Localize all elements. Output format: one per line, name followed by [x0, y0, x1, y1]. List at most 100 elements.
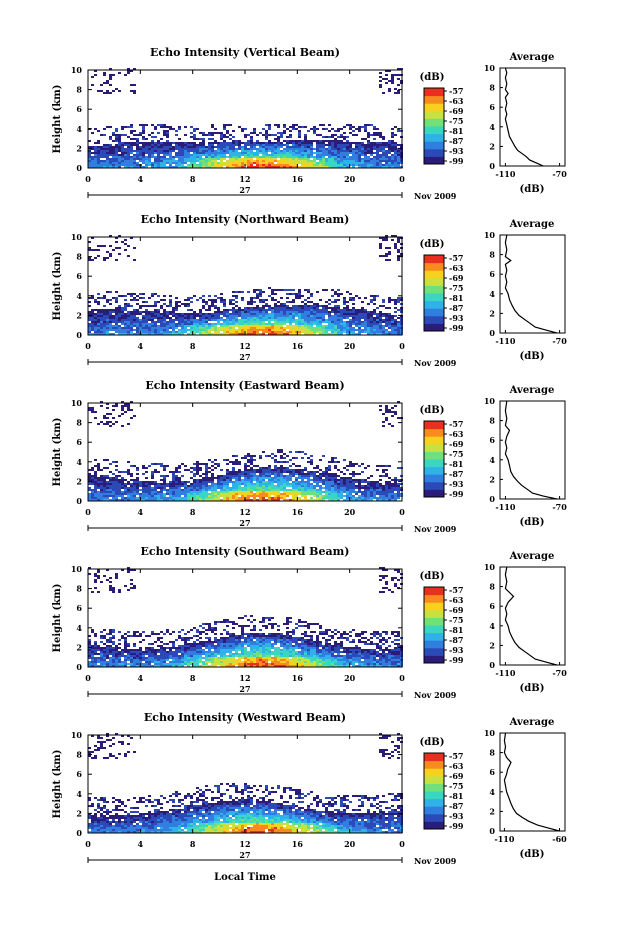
heatmap-cell [340, 471, 343, 473]
heatmap-cell [88, 166, 91, 168]
heatmap-cell [211, 323, 214, 325]
heatmap-cell [253, 469, 256, 471]
heatmap-cell [181, 475, 184, 477]
heatmap-cell [118, 415, 121, 417]
heatmap-cell [109, 68, 112, 70]
heatmap-cell [193, 130, 196, 132]
heatmap-cell [157, 166, 160, 168]
heatmap-cell [259, 311, 262, 313]
heatmap-cell [94, 162, 97, 164]
heatmap-cell [169, 481, 172, 483]
heatmap-cell [277, 479, 280, 481]
x-tick-label: 8 [190, 341, 196, 351]
heatmap-cell [205, 499, 208, 501]
heatmap-cell [232, 295, 235, 297]
heatmap-cell [223, 325, 226, 327]
heatmap-cell [289, 317, 292, 319]
heatmap-cell [352, 309, 355, 311]
heatmap-cell [202, 154, 205, 156]
heatmap-cell [169, 323, 172, 325]
heatmap-cell [382, 495, 385, 497]
heatmap-cell [292, 164, 295, 166]
heatmap-cell [160, 138, 163, 140]
heatmap-cell [277, 150, 280, 152]
heatmap-cell [244, 323, 247, 325]
heatmap-cell [331, 295, 334, 297]
heatmap-cell [205, 485, 208, 487]
heatmap-cell [391, 331, 394, 333]
heatmap-cell [310, 487, 313, 489]
heatmap-cell [193, 483, 196, 485]
heatmap-cell [271, 289, 274, 291]
heatmap-cell [343, 315, 346, 317]
heatmap-cell [118, 495, 121, 497]
heatmap-cell [247, 479, 250, 481]
heatmap-cell [364, 148, 367, 150]
heatmap-cell [391, 164, 394, 166]
heatmap-cell [247, 150, 250, 152]
heatmap-cell [343, 148, 346, 150]
heatmap-cell [316, 148, 319, 150]
heatmap-cell [214, 485, 217, 487]
heatmap-cell [367, 311, 370, 313]
heatmap-cell [241, 495, 244, 497]
heatmap-cell [370, 134, 373, 136]
heatmap-cell [220, 495, 223, 497]
heatmap-cell [166, 497, 169, 499]
heatmap-cell [175, 307, 178, 309]
heatmap-cell [271, 299, 274, 301]
heatmap-cell [205, 493, 208, 495]
heatmap-cell [364, 467, 367, 469]
heatmap-cell [385, 247, 388, 249]
heatmap-cell [163, 323, 166, 325]
heatmap-cell [217, 487, 220, 489]
heatmap-cell [250, 489, 253, 491]
heatmap-cell [352, 497, 355, 499]
heatmap-cell [118, 319, 121, 321]
heatmap-cell [118, 487, 121, 489]
heatmap-cell [241, 489, 244, 491]
heatmap-cell [268, 321, 271, 323]
heatmap-cell [235, 459, 238, 461]
heatmap-cell [94, 479, 97, 481]
heatmap-cell [103, 154, 106, 156]
heatmap-cell [94, 301, 97, 303]
heatmap-cell [130, 70, 133, 72]
heatmap-cell [277, 329, 280, 331]
heatmap-cell [205, 483, 208, 485]
heatmap-cell [373, 164, 376, 166]
heatmap-cell [127, 136, 130, 138]
heatmap-cell [136, 164, 139, 166]
heatmap-cell [388, 333, 391, 335]
heatmap-cell [181, 333, 184, 335]
heatmap-cell [100, 150, 103, 152]
heatmap-cell [199, 313, 202, 315]
heatmap-cell [322, 164, 325, 166]
colorbar-tick-label: -93 [449, 146, 464, 156]
avg-title: Average [509, 219, 555, 230]
heatmap-cell [124, 479, 127, 481]
heatmap-cell [364, 166, 367, 168]
heatmap-cell [232, 315, 235, 317]
heatmap-cell [304, 491, 307, 493]
heatmap-cell [334, 293, 337, 295]
heatmap-cell [376, 146, 379, 148]
heatmap-cell [388, 140, 391, 142]
heatmap-cell [256, 144, 259, 146]
heatmap-cell [127, 489, 130, 491]
heatmap-cell [223, 483, 226, 485]
heatmap-cell [295, 491, 298, 493]
heatmap-cell [379, 144, 382, 146]
heatmap-cell [121, 162, 124, 164]
heatmap-cell [283, 333, 286, 335]
heatmap-cell [331, 319, 334, 321]
heatmap-cell [190, 319, 193, 321]
heatmap-cell [310, 313, 313, 315]
heatmap-cell [97, 158, 100, 160]
heatmap-cell [217, 495, 220, 497]
heatmap-cell [217, 463, 220, 465]
heatmap-cell [199, 489, 202, 491]
heatmap-cell [358, 126, 361, 128]
heatmap-cell [352, 164, 355, 166]
